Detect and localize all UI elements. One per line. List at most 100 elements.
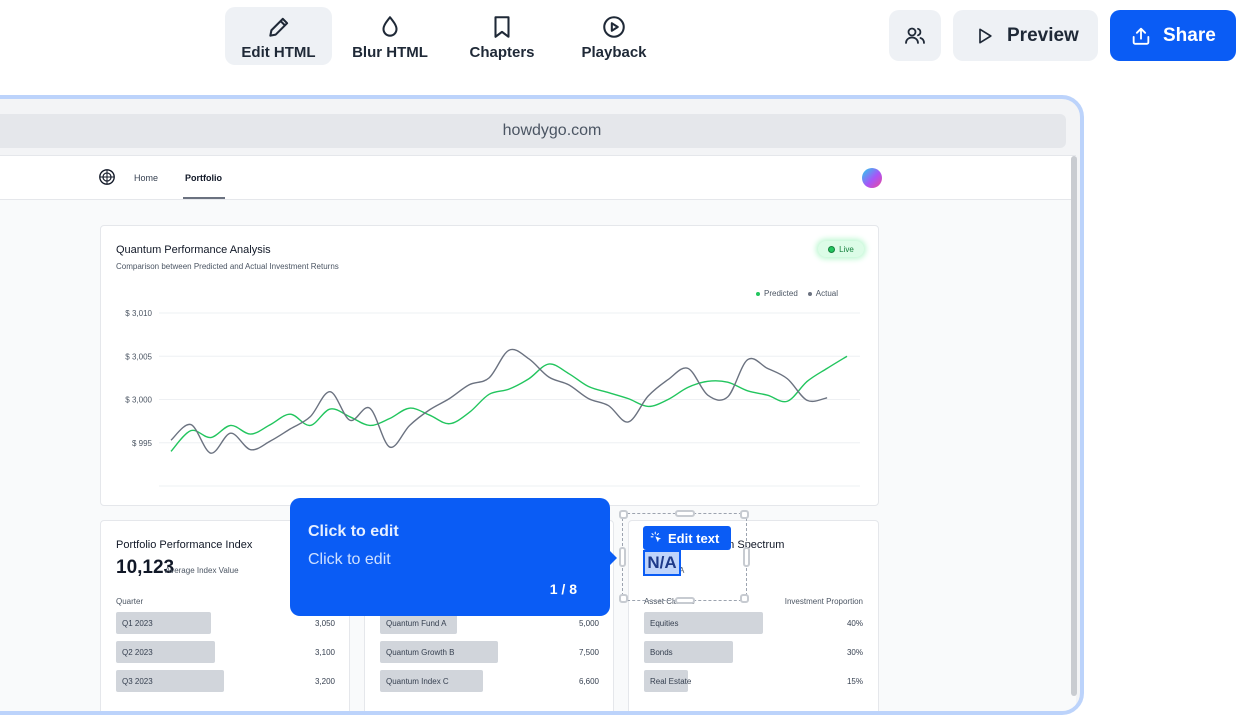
bar-value: 6,600 <box>578 677 599 686</box>
url-bar: howdygo.com <box>0 114 1066 148</box>
bar-fill <box>380 670 484 692</box>
bar-value: 3,100 <box>314 648 335 657</box>
bar-value: 40% <box>846 619 863 628</box>
bar-label: Q1 2023 <box>122 619 153 628</box>
bar-row: Quantum Fund A 5,000 <box>380 612 599 634</box>
pencil-icon <box>268 17 288 37</box>
tooltip-title[interactable]: Click to edit <box>308 523 399 540</box>
tooltip-body[interactable]: Click to edit <box>308 551 391 568</box>
blur-html-button[interactable]: Blur HTML <box>340 7 440 65</box>
y-tick-label: $ 3,005 <box>125 352 152 361</box>
y-tick-label: $ 3,010 <box>125 309 152 318</box>
legend-item-predicted: Predicted <box>756 289 798 298</box>
resize-handle-bl[interactable] <box>619 594 628 603</box>
legend-label-predicted: Predicted <box>764 289 798 298</box>
legend-swatch-predicted <box>756 291 760 296</box>
bar-fill <box>644 612 764 634</box>
url-text: howdygo.com <box>502 122 602 139</box>
playback-button[interactable]: Playback <box>570 7 658 65</box>
bar-fill <box>116 670 224 692</box>
share-button[interactable]: Share <box>1110 10 1236 61</box>
live-dot-icon <box>828 245 836 253</box>
preview-label: Preview <box>1007 24 1079 46</box>
play-circle-icon <box>603 16 625 38</box>
bar-row: Q1 2023 3,050 <box>116 612 335 634</box>
live-badge: Live <box>818 241 864 257</box>
tooltip-arrow <box>609 550 617 566</box>
resize-handle-top[interactable] <box>675 510 695 517</box>
diversification-card: ification SpectrumN/AN/AAsset ClassesInv… <box>628 520 879 711</box>
play-icon <box>979 28 992 44</box>
bar-value: 3,200 <box>314 677 335 686</box>
bar-value: 7,500 <box>578 648 599 657</box>
bar-row: Q3 2023 3,200 <box>116 670 335 692</box>
bar-row: Equities 40% <box>644 612 863 634</box>
card-value-caption: Average Index Value <box>165 566 239 575</box>
legend-swatch-actual <box>807 291 812 296</box>
guide-tooltip[interactable]: Click to edit Click to edit 1 / 8 <box>290 498 617 616</box>
bar-row: Q2 2023 3,100 <box>116 641 335 663</box>
bar-label: Q2 2023 <box>122 648 153 657</box>
blur-html-label: Blur HTML <box>352 44 428 61</box>
chapters-button[interactable]: Chapters <box>458 7 546 65</box>
resize-handle-br[interactable] <box>740 594 749 603</box>
collaborators-button[interactable] <box>889 10 941 61</box>
card-title: Portfolio Performance Index <box>116 539 253 551</box>
bar-row: Bonds 30% <box>644 641 863 663</box>
y-tick-label: $ 3,000 <box>125 396 152 405</box>
tooltip-step-counter: 1 / 8 <box>549 581 577 597</box>
playback-label: Playback <box>581 44 647 61</box>
cursor-click-icon <box>650 531 662 543</box>
bar-value: 5,000 <box>578 619 599 628</box>
preview-button[interactable]: Preview <box>953 10 1098 61</box>
resize-handle-tl[interactable] <box>619 510 628 519</box>
series-line-actual <box>170 348 828 454</box>
y-tick-label: $ 995 <box>132 439 153 448</box>
upload-icon <box>1132 27 1150 45</box>
resize-handle-right[interactable] <box>743 547 750 567</box>
chart-subtitle: Comparison between Predicted and Actual … <box>116 262 339 271</box>
bar-fill <box>644 670 689 692</box>
edit-html-label: Edit HTML <box>241 44 316 61</box>
bar-fill <box>380 612 458 634</box>
edit-html-button[interactable]: Edit HTML <box>225 7 332 65</box>
user-avatar[interactable] <box>862 168 882 188</box>
browser-frame: howdygo.com Home Portfolio Quantum Perfo… <box>0 95 1084 715</box>
edit-text-chip[interactable]: Edit text <box>643 526 731 550</box>
bar-label: Bonds <box>650 648 673 657</box>
bar-row: Real Estate 15% <box>644 670 863 692</box>
app-viewport: Home Portfolio Quantum Performance Analy… <box>0 155 1076 711</box>
legend-item-actual: Actual <box>807 289 839 298</box>
bar-row: Quantum Growth B 7,500 <box>380 641 599 663</box>
bar-fill <box>116 612 211 634</box>
bar-fill <box>644 641 733 663</box>
series-line-predicted <box>170 355 848 452</box>
bar-value: 3,050 <box>314 619 335 628</box>
bar-label: Real Estate <box>650 677 692 686</box>
bar-label: Equities <box>650 619 679 628</box>
resize-handle-tr[interactable] <box>740 510 749 519</box>
column-header-left: Quarter <box>116 597 144 606</box>
bookmark-icon <box>494 16 510 38</box>
performance-chart-card: Quantum Performance Analysis Comparison … <box>100 225 879 506</box>
resize-handle-bottom[interactable] <box>675 597 695 604</box>
legend-label-actual: Actual <box>815 289 839 298</box>
nav-home-link[interactable]: Home <box>134 173 159 183</box>
edit-text-label: Edit text <box>668 530 720 546</box>
droplet-icon <box>382 16 398 37</box>
bar-label: Quantum Growth B <box>386 648 455 657</box>
app-logo-icon <box>99 169 115 185</box>
nav-portfolio-link[interactable]: Portfolio <box>185 173 222 183</box>
card-value: 10,123 <box>116 557 175 578</box>
column-header-left: Asset Classes <box>644 597 695 606</box>
line-chart: $ 3,010 $ 3,005 $ 3,000 $ 995 <box>125 309 860 487</box>
resize-handle-left[interactable] <box>619 547 626 567</box>
active-tab-indicator <box>183 197 225 199</box>
chapters-label: Chapters <box>469 44 535 61</box>
chart-legend: Predicted Actual <box>756 289 838 298</box>
live-badge-label: Live <box>839 244 854 254</box>
page-scrollbar[interactable] <box>1071 156 1077 696</box>
selected-text-value[interactable]: N/A <box>643 550 681 576</box>
bar-label: Quantum Fund A <box>386 619 447 628</box>
users-icon <box>905 27 925 44</box>
